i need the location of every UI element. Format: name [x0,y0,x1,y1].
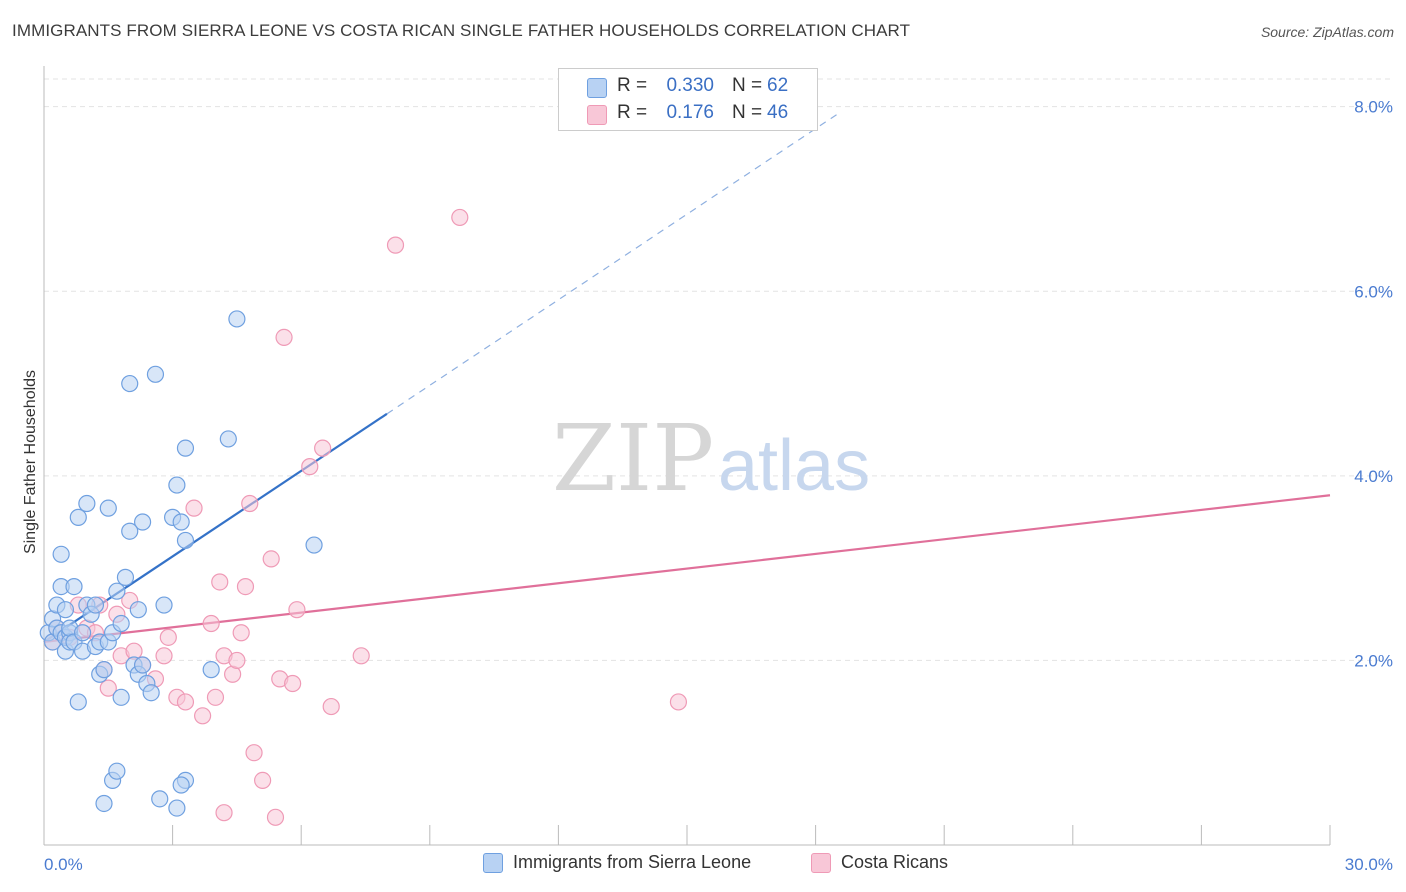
trend-lines [43,113,1331,644]
y-tick-label: 2.0% [1354,651,1393,670]
legend-r-label: R = [617,75,648,96]
point-costa-ricans [245,744,263,762]
trend-line-costa-ricans [43,494,1331,644]
point-costa-ricans [215,804,233,822]
legend-r-label: R = [617,102,648,123]
source-note: Source: ZipAtlas.com [1260,24,1394,40]
legend: R = 0.330 N = 62 R = 0.176 N = 46 [558,68,818,131]
point-costa-ricans [288,601,306,619]
point-sierra-leone [108,582,126,600]
point-sierra-leone [172,513,190,531]
point-sierra-leone [155,596,173,614]
point-sierra-leone [73,624,92,642]
point-costa-ricans [266,808,285,826]
point-sierra-leone [133,513,152,531]
point-sierra-leone [219,430,237,448]
data-points [39,208,688,826]
y-tick-labels: 2.0% 4.0% 6.0% 8.0% [1354,98,1393,671]
legend-n-label: N = [732,75,763,96]
point-costa-ricans [185,499,203,517]
point-costa-ricans [159,628,177,646]
point-sierra-leone [129,601,147,619]
legend-r-value: 0.330 [666,75,714,96]
point-costa-ricans [236,577,255,596]
point-costa-ricans [241,494,259,513]
point-sierra-leone [78,494,96,513]
point-sierra-leone [95,794,113,813]
point-sierra-leone [142,684,160,702]
y-tick-label: 6.0% [1354,282,1393,301]
y-tick-label: 4.0% [1354,467,1393,486]
bottom-legend-swatch-pink [811,853,831,873]
point-sierra-leone [202,661,220,679]
point-costa-ricans [275,328,293,347]
point-sierra-leone [305,536,323,554]
bottom-legend-swatch-blue [483,853,503,873]
point-costa-ricans [352,647,370,665]
point-sierra-leone [121,374,139,393]
point-costa-ricans [262,550,280,568]
legend-n-value: 46 [767,102,789,123]
point-sierra-leone [146,365,165,383]
point-costa-ricans [232,624,250,642]
gridlines [44,78,1393,661]
point-sierra-leone [56,601,75,619]
axes [43,66,1331,846]
watermark-atlas: atlas [718,426,870,506]
point-costa-ricans [301,458,319,476]
point-sierra-leone [228,310,246,328]
y-tick-label: 8.0% [1354,98,1393,117]
point-sierra-leone [172,776,190,794]
point-costa-ricans [386,236,405,254]
legend-n-value: 62 [767,75,789,96]
bottom-legend-label: Immigrants from Sierra Leone [513,852,752,872]
point-sierra-leone [95,661,113,679]
point-costa-ricans [322,697,340,716]
point-sierra-leone [52,545,70,563]
point-sierra-leone [121,522,139,540]
chart-title: IMMIGRANTS FROM SIERRA LEONE VS COSTA RI… [12,21,911,40]
point-costa-ricans [99,679,117,697]
legend-swatch-pink [587,105,607,125]
point-sierra-leone [69,508,87,526]
point-sierra-leone [151,790,169,808]
point-costa-ricans [211,573,229,591]
point-costa-ricans [206,688,225,706]
bottom-legend-label: Costa Ricans [841,852,949,872]
point-sierra-leone [65,577,83,596]
point-sierra-leone [69,693,87,711]
point-costa-ricans [155,647,173,665]
point-sierra-leone [168,476,186,494]
point-costa-ricans [451,208,469,227]
legend-swatch-blue [587,78,607,98]
legend-r-value: 0.176 [666,102,714,123]
point-sierra-leone [112,614,130,633]
point-costa-ricans [194,707,212,725]
watermark-zip: ZIP [552,405,714,512]
point-sierra-leone [112,688,130,706]
point-sierra-leone [108,762,126,780]
point-sierra-leone [99,499,117,517]
point-sierra-leone [176,439,195,457]
point-sierra-leone [86,596,105,614]
x-tick-label-max: 30.0% [1345,855,1393,874]
point-sierra-leone [116,568,135,586]
point-sierra-leone [133,656,152,674]
point-costa-ricans [202,614,220,633]
x-tick-label-min: 0.0% [44,855,83,874]
point-sierra-leone [176,531,195,550]
point-costa-ricans [284,674,302,693]
legend-n-label: N = [732,102,763,123]
point-sierra-leone [168,799,186,817]
point-costa-ricans [669,693,688,711]
point-costa-ricans [254,771,272,789]
trend-line-sierra-leone-extension [386,113,838,415]
point-costa-ricans [314,439,332,457]
point-costa-ricans [228,651,246,670]
y-axis-title: Single Father Households [22,370,39,554]
watermark: ZIP atlas [552,405,870,512]
point-costa-ricans [176,693,195,711]
